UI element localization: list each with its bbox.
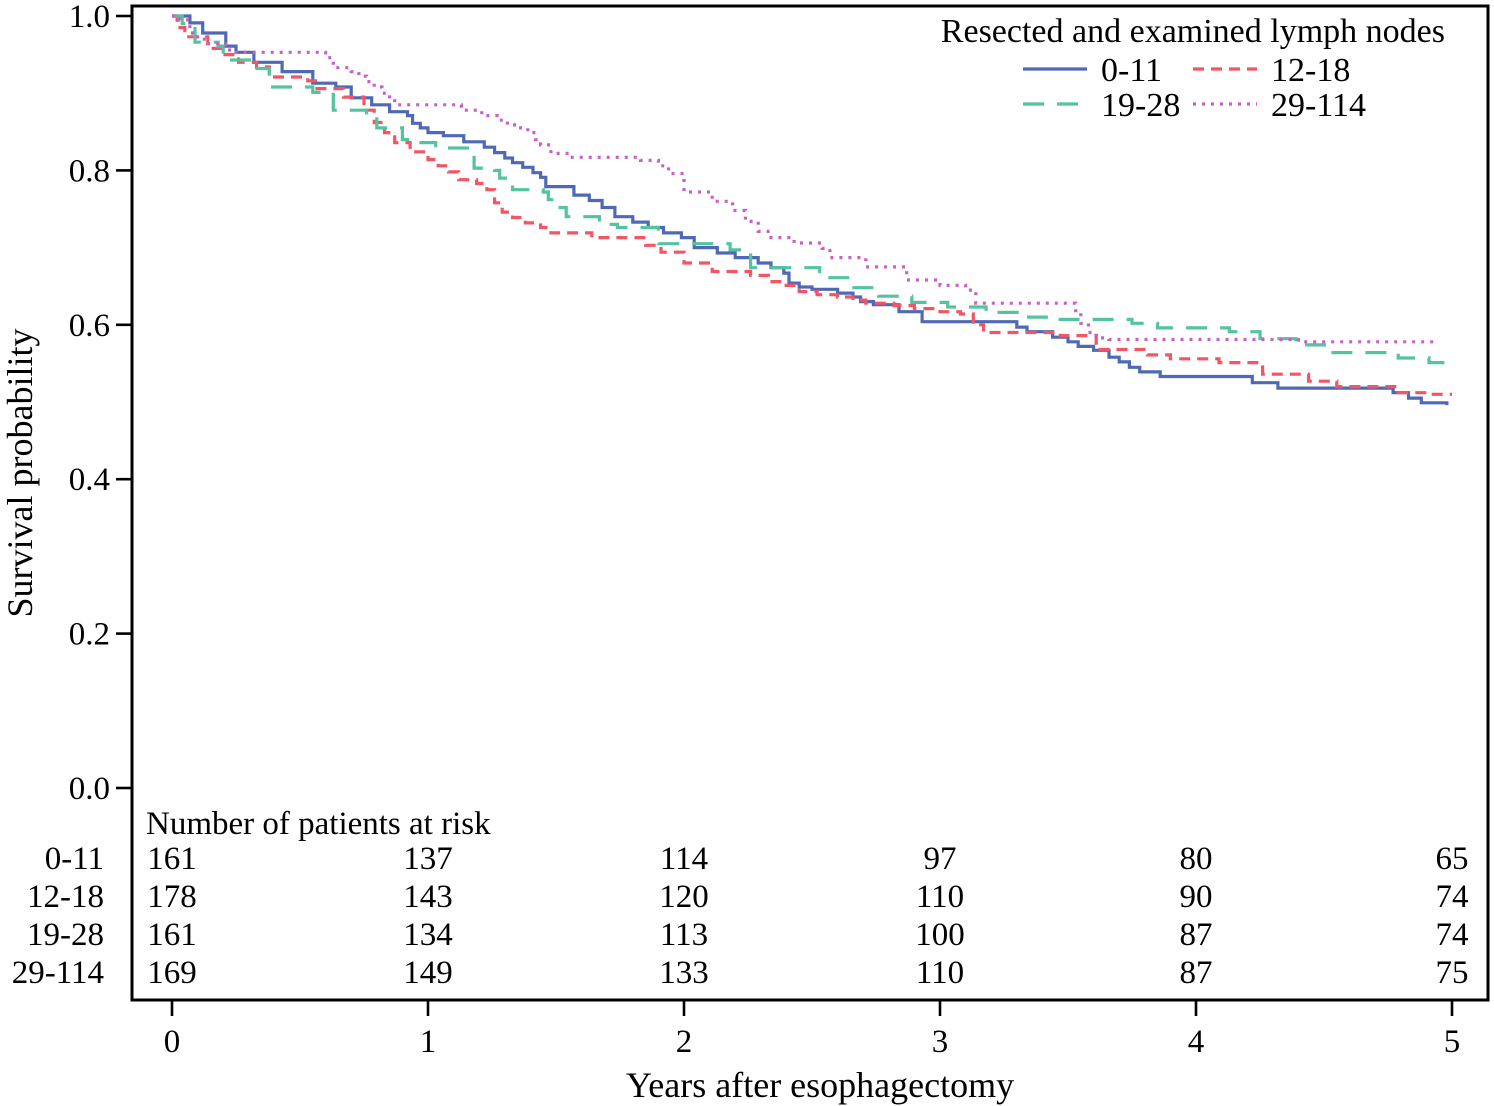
x-axis: 0 1 2 3 4 5 bbox=[164, 1001, 1461, 1060]
risk-value: 87 bbox=[1180, 955, 1213, 991]
x-tick-label: 2 bbox=[676, 1024, 693, 1060]
risk-value: 74 bbox=[1436, 917, 1469, 953]
risk-row-label-0-11: 0-11 bbox=[45, 841, 104, 877]
risk-value: 120 bbox=[659, 879, 709, 915]
y-tick-label: 0.2 bbox=[69, 617, 110, 653]
risk-value: 149 bbox=[403, 955, 453, 991]
legend-label-12-18: 12-18 bbox=[1271, 52, 1350, 89]
survival-curves bbox=[172, 14, 1452, 406]
risk-table-header: Number of patients at risk bbox=[146, 806, 491, 842]
curve-0-11 bbox=[172, 14, 1449, 406]
y-tick-label: 0.8 bbox=[69, 153, 110, 189]
risk-value: 110 bbox=[916, 879, 964, 915]
risk-value: 169 bbox=[147, 955, 197, 991]
risk-value: 65 bbox=[1436, 841, 1469, 877]
risk-row-label-12-18: 12-18 bbox=[27, 879, 104, 915]
risk-row-label-19-28: 19-28 bbox=[27, 917, 104, 953]
legend-label-29-114: 29-114 bbox=[1271, 87, 1366, 124]
x-tick-label: 3 bbox=[932, 1024, 949, 1060]
risk-row-label-29-114: 29-114 bbox=[12, 955, 104, 991]
risk-value: 133 bbox=[659, 955, 709, 991]
risk-table: 0-11 161 137 114 97 80 65 12-18 178 143 120 110 90 74… bbox=[12, 841, 1469, 991]
y-tick-label: 0.6 bbox=[69, 308, 110, 344]
risk-value: 161 bbox=[147, 917, 197, 953]
y-tick-label: 0.0 bbox=[69, 771, 110, 807]
risk-value: 114 bbox=[660, 841, 708, 877]
risk-value: 74 bbox=[1436, 879, 1469, 915]
risk-value: 100 bbox=[915, 917, 965, 953]
x-tick-label: 5 bbox=[1444, 1024, 1461, 1060]
legend: 0-11 12-18 19-28 29-114 bbox=[1023, 52, 1366, 124]
x-axis-title: Years after esophagectomy bbox=[626, 1065, 1014, 1105]
y-tick-label: 0.4 bbox=[69, 462, 110, 498]
risk-value: 134 bbox=[403, 917, 453, 953]
y-axis-title: Survival probability bbox=[0, 329, 40, 618]
curve-12-18 bbox=[172, 14, 1452, 396]
y-tick-label: 1.0 bbox=[69, 0, 110, 35]
risk-value: 90 bbox=[1180, 879, 1213, 915]
x-tick-label: 4 bbox=[1188, 1024, 1205, 1060]
risk-value: 87 bbox=[1180, 917, 1213, 953]
risk-value: 80 bbox=[1180, 841, 1213, 877]
y-axis: 1.0 0.8 0.6 0.4 0.2 0.0 bbox=[69, 0, 131, 807]
risk-value: 110 bbox=[916, 955, 964, 991]
legend-label-19-28: 19-28 bbox=[1101, 87, 1180, 124]
curve-19-28 bbox=[172, 14, 1452, 365]
risk-value: 137 bbox=[403, 841, 453, 877]
legend-title: Resected and examined lymph nodes bbox=[941, 13, 1445, 50]
risk-value: 97 bbox=[924, 841, 957, 877]
risk-value: 75 bbox=[1436, 955, 1469, 991]
risk-value: 143 bbox=[403, 879, 453, 915]
risk-value: 113 bbox=[660, 917, 708, 953]
legend-label-0-11: 0-11 bbox=[1101, 52, 1162, 89]
x-tick-label: 1 bbox=[420, 1024, 437, 1060]
plot-frame bbox=[130, 4, 1490, 1002]
x-tick-label: 0 bbox=[164, 1024, 181, 1060]
risk-value: 161 bbox=[147, 841, 197, 877]
risk-value: 178 bbox=[147, 879, 197, 915]
